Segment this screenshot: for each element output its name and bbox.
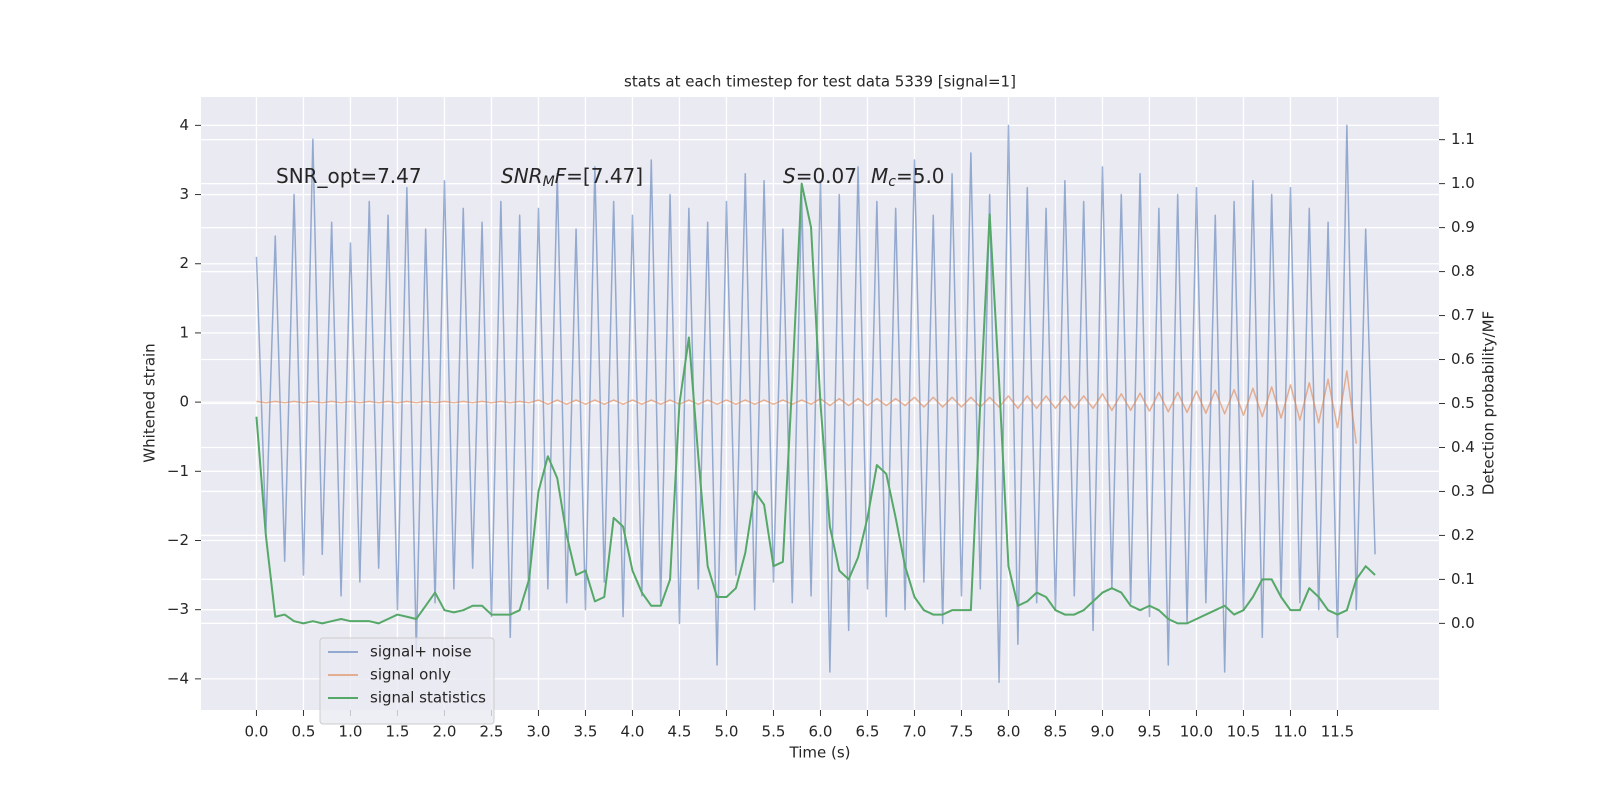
annotation-text: M xyxy=(871,164,888,188)
y-axis-label: Whitened strain xyxy=(141,343,159,462)
x-tick-label: 8.5 xyxy=(1044,723,1068,741)
legend-box xyxy=(319,637,495,725)
chart-title: stats at each timestep for test data 533… xyxy=(624,73,1016,91)
x-tick-label: 8.0 xyxy=(997,723,1021,741)
y2-tick-label: 0.7 xyxy=(1451,306,1475,324)
annotation-text: =[7.47] xyxy=(566,164,643,188)
y2-tick-label: 1.1 xyxy=(1451,130,1475,148)
y-tick-label: 0 xyxy=(179,393,189,411)
y-tick-label: 2 xyxy=(179,254,189,272)
y-tick-label: 1 xyxy=(179,323,189,341)
x-tick-label: 10.5 xyxy=(1227,723,1260,741)
legend-label: signal statistics xyxy=(370,689,486,707)
series-line xyxy=(256,370,1358,444)
x-tick-label: 4.5 xyxy=(668,723,692,741)
y2-tick-label: 0.0 xyxy=(1451,614,1475,632)
y-tick-label: −3 xyxy=(167,600,189,618)
y2-tick-label: 0.5 xyxy=(1451,394,1475,412)
x-tick-label: 2.0 xyxy=(433,723,457,741)
y-tick-label: −2 xyxy=(167,531,189,549)
y2-tick-label: 0.8 xyxy=(1451,262,1475,280)
y2-tick-label: 0.3 xyxy=(1451,482,1475,500)
legend-label: signal+ noise xyxy=(370,643,472,661)
series-line xyxy=(255,124,1376,684)
y-tick-label: −1 xyxy=(167,462,189,480)
y2-tick-label: 0.2 xyxy=(1451,526,1475,544)
axes: 0.0 0.5 1.0 1.5 2.0 2.5 3.0 3.5 4.0 4.5 5.0 5.5 6.0 6… xyxy=(167,116,1475,741)
x-tick-label: 6.5 xyxy=(856,723,880,741)
x-tick-label: 9.0 xyxy=(1091,723,1115,741)
x-tick-label: 6.0 xyxy=(809,723,833,741)
x-tick-label: 2.5 xyxy=(480,723,504,741)
y2-tick-label: 0.9 xyxy=(1451,218,1475,236)
annotation: S=0.07 Mc=5.0 xyxy=(783,164,945,191)
y2-tick-label: 0.1 xyxy=(1451,570,1475,588)
x-tick-label: 10.0 xyxy=(1180,723,1213,741)
annotation-text: M xyxy=(543,174,555,190)
x-tick-label: 9.5 xyxy=(1138,723,1162,741)
x-tick-label: 0.5 xyxy=(292,723,316,741)
y-tick-label: −4 xyxy=(167,669,189,687)
marks xyxy=(255,124,1376,684)
x-tick-label: 4.0 xyxy=(621,723,645,741)
y2-tick-label: 1.0 xyxy=(1451,174,1475,192)
annotation: SNR_opt=7.47 xyxy=(276,164,422,188)
annotation: SNRMF=[7.47] xyxy=(501,164,643,191)
y-tick-label: 3 xyxy=(179,185,189,203)
x-tick-label: 3.5 xyxy=(574,723,598,741)
x-tick-label: 11.0 xyxy=(1274,723,1307,741)
annotation-text: S xyxy=(783,164,796,188)
annotation-text: SNR_opt=7.47 xyxy=(276,164,422,188)
legend: signal+ noise signal only signal statistic… xyxy=(319,637,495,725)
x-tick-label: 5.0 xyxy=(715,723,739,741)
x-tick-label: 3.0 xyxy=(527,723,551,741)
x-tick-label: 1.5 xyxy=(386,723,410,741)
y2-tick-label: 0.4 xyxy=(1451,438,1475,456)
x-tick-label: 0.0 xyxy=(245,723,269,741)
annotation-text: =0.07 xyxy=(796,164,857,188)
x-tick-label: 11.5 xyxy=(1321,723,1354,741)
x-axis-label: Time (s) xyxy=(789,744,851,762)
annotation-text: c xyxy=(888,174,896,190)
annotation-text: =5.0 xyxy=(896,164,945,188)
y2-axis-label: Detection probability/MF xyxy=(1480,311,1498,495)
series-line xyxy=(255,182,1376,625)
annotation-text: F xyxy=(555,164,567,188)
y-tick-label: 4 xyxy=(179,116,189,134)
x-tick-label: 5.5 xyxy=(762,723,786,741)
y2-tick-label: 0.6 xyxy=(1451,350,1475,368)
annotation-text: SNR xyxy=(501,164,543,188)
x-tick-label: 7.0 xyxy=(903,723,927,741)
x-tick-label: 1.0 xyxy=(339,723,363,741)
legend-label: signal only xyxy=(370,666,451,684)
x-tick-label: 7.5 xyxy=(950,723,974,741)
